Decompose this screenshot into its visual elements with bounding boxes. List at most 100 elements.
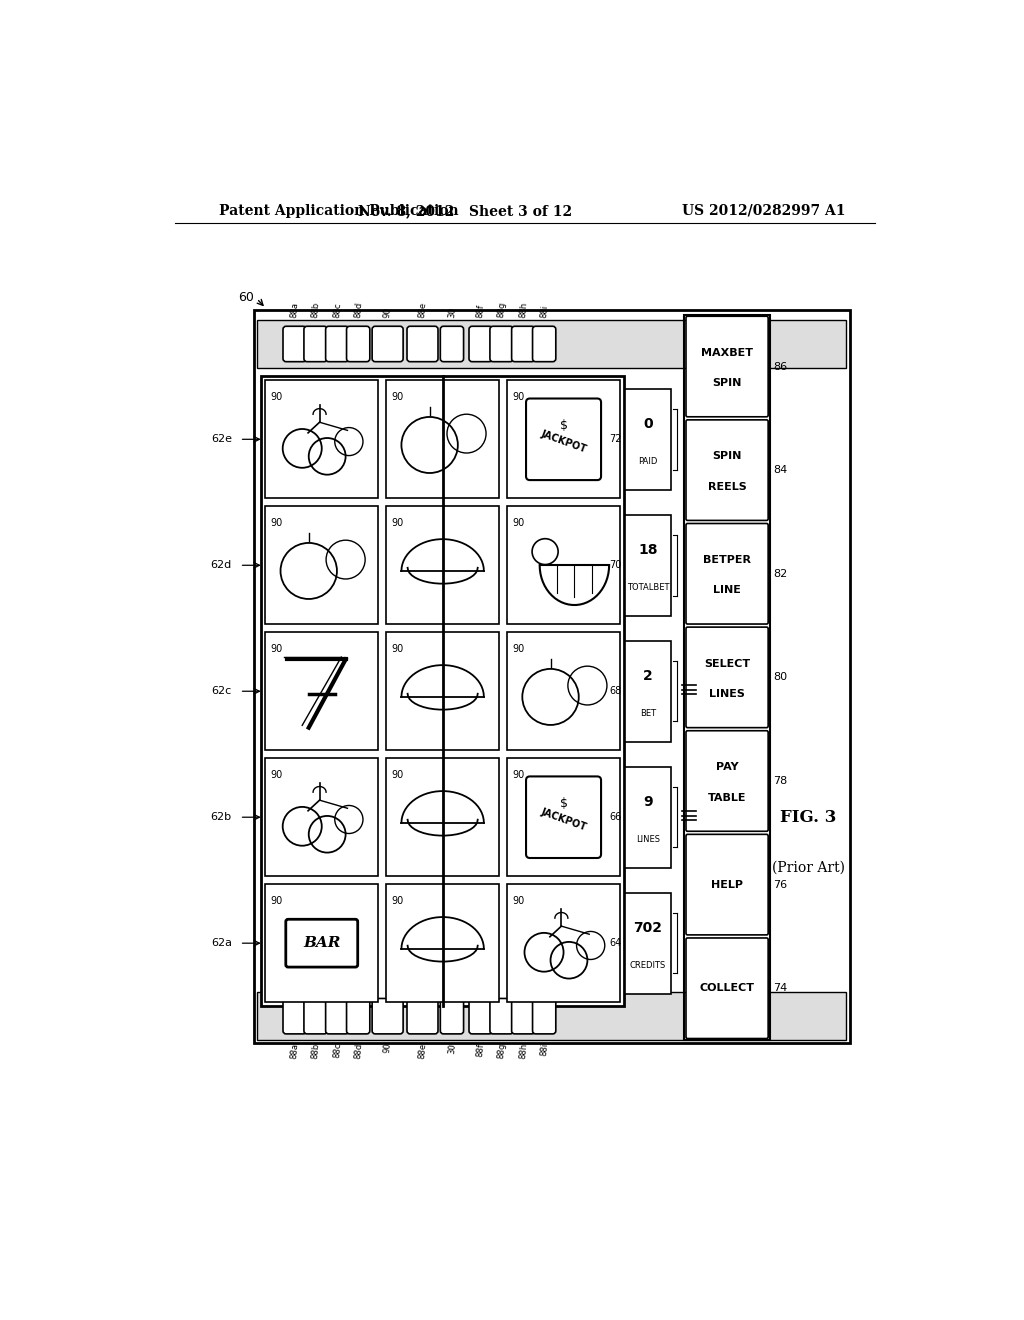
Text: TOTALBET: TOTALBET [627,583,670,591]
Bar [507,506,621,624]
Text: SPIN: SPIN [713,378,741,388]
Text: 88i: 88i [539,304,549,318]
Text: 90: 90 [391,392,403,401]
Text: 90: 90 [391,517,403,528]
Text: (Prior Art): (Prior Art) [772,861,845,875]
Bar [265,380,378,499]
Bar [684,314,770,1040]
Bar [507,758,621,876]
Text: 88h: 88h [518,1043,528,1059]
Bar [265,884,378,1002]
Text: PAY: PAY [716,763,738,772]
Text: 64: 64 [609,939,622,948]
Bar [257,993,847,1040]
Text: LINE: LINE [713,585,741,595]
Text: 84: 84 [773,465,787,475]
Text: 88d: 88d [353,301,364,318]
Text: 76: 76 [773,879,787,890]
Text: 88b: 88b [310,1043,321,1059]
Text: 88b: 88b [310,301,321,318]
Text: 90: 90 [512,644,524,653]
Text: 90: 90 [391,895,403,906]
Text: 88g: 88g [497,1043,507,1059]
FancyBboxPatch shape [326,326,349,362]
Bar [386,884,500,1002]
Text: 62c: 62c [212,686,231,696]
Text: 30: 30 [447,1043,457,1053]
Text: COLLECT: COLLECT [699,983,755,993]
Text: 90: 90 [391,644,403,653]
Text: 90: 90 [383,306,392,318]
FancyBboxPatch shape [326,998,349,1034]
Text: 88g: 88g [497,301,507,318]
Bar [261,376,624,1006]
FancyBboxPatch shape [686,731,768,832]
Text: 90: 90 [270,895,283,906]
Bar [625,892,672,994]
Text: 2: 2 [643,669,653,684]
FancyBboxPatch shape [686,834,768,935]
FancyBboxPatch shape [686,939,768,1039]
Text: 72: 72 [609,434,622,445]
Bar [507,632,621,750]
Text: Nov. 8, 2012   Sheet 3 of 12: Nov. 8, 2012 Sheet 3 of 12 [358,203,572,218]
Text: 90: 90 [627,939,639,948]
Text: FIG. 3: FIG. 3 [780,809,837,826]
Text: 90: 90 [627,560,639,570]
Text: 74: 74 [773,983,787,993]
Text: 78: 78 [773,776,787,785]
Bar [265,632,378,750]
Bar [386,380,500,499]
Bar [507,884,621,1002]
Text: US 2012/0282997 A1: US 2012/0282997 A1 [682,203,845,218]
Text: 88d: 88d [353,1043,364,1059]
FancyBboxPatch shape [407,326,438,362]
FancyBboxPatch shape [489,998,513,1034]
FancyBboxPatch shape [283,998,306,1034]
FancyBboxPatch shape [372,998,403,1034]
Text: 90: 90 [270,770,283,780]
Text: 82: 82 [773,569,787,578]
Text: 66: 66 [609,812,622,822]
Text: 88f: 88f [475,304,485,318]
Bar [386,632,500,750]
Text: 88f: 88f [475,1043,485,1057]
Text: LINES: LINES [636,834,660,843]
FancyBboxPatch shape [283,326,306,362]
FancyBboxPatch shape [304,998,328,1034]
Text: 90: 90 [627,812,639,822]
Bar [386,758,500,876]
Bar [625,515,672,615]
FancyBboxPatch shape [440,998,464,1034]
Text: 90: 90 [512,895,524,906]
Text: 90: 90 [383,1043,392,1053]
FancyBboxPatch shape [686,524,768,624]
Text: 88e: 88e [418,1043,428,1059]
FancyBboxPatch shape [469,998,493,1034]
Text: 90: 90 [270,392,283,401]
Text: LINES: LINES [710,689,745,700]
Text: 90: 90 [512,770,524,780]
FancyBboxPatch shape [372,326,403,362]
Text: 90: 90 [270,517,283,528]
FancyBboxPatch shape [686,627,768,727]
Text: 88c: 88c [332,1043,342,1059]
Text: 90: 90 [270,644,283,653]
Text: 88i: 88i [539,1043,549,1056]
Text: 90: 90 [627,686,639,696]
Text: 18: 18 [638,543,657,557]
Text: 9: 9 [643,795,653,809]
Text: 90: 90 [391,770,403,780]
Bar [257,321,847,368]
Text: CREDITS: CREDITS [630,961,667,970]
FancyBboxPatch shape [440,326,464,362]
Text: JACKPOT: JACKPOT [540,807,588,833]
Bar [254,310,850,1043]
FancyBboxPatch shape [512,998,535,1034]
Bar [507,380,621,499]
Text: MAXBET: MAXBET [701,348,753,358]
Text: 90: 90 [512,392,524,401]
Text: $: $ [559,797,567,810]
Text: BET: BET [640,709,656,718]
Text: 86: 86 [773,362,787,371]
